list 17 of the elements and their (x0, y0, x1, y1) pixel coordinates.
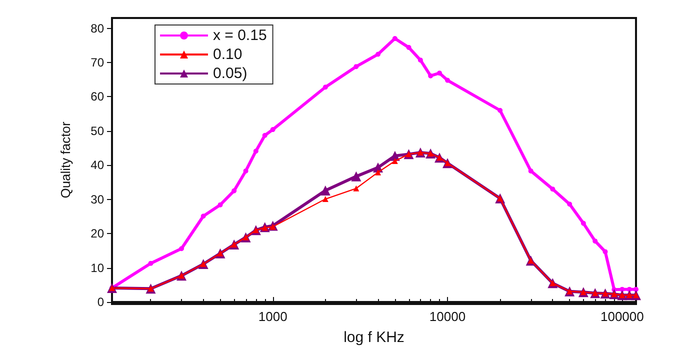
y-tick-label: 30 (90, 192, 104, 206)
y-tick-label: 40 (90, 158, 104, 172)
legend-label: x = 0.15 (213, 27, 267, 44)
y-tick-label: 50 (90, 124, 104, 138)
x-tick-label: 10000 (429, 309, 466, 324)
y-tick-label: 70 (90, 55, 104, 70)
y-tick-label: 10 (90, 260, 104, 275)
y-tick-label: 20 (90, 226, 104, 241)
y-tick-label: 60 (90, 90, 104, 104)
y-tick-label: 80 (90, 21, 104, 36)
legend-label: 0.10 (213, 46, 242, 63)
y-axis-title: Quality factor (58, 121, 73, 198)
x-axis-title: log f KHz (344, 329, 404, 346)
legend-label: 0.05) (213, 65, 248, 82)
x-tick-label: 1000 (258, 309, 288, 324)
y-tick-label: 0 (97, 295, 104, 309)
x-tick-label: 100000 (600, 309, 644, 324)
